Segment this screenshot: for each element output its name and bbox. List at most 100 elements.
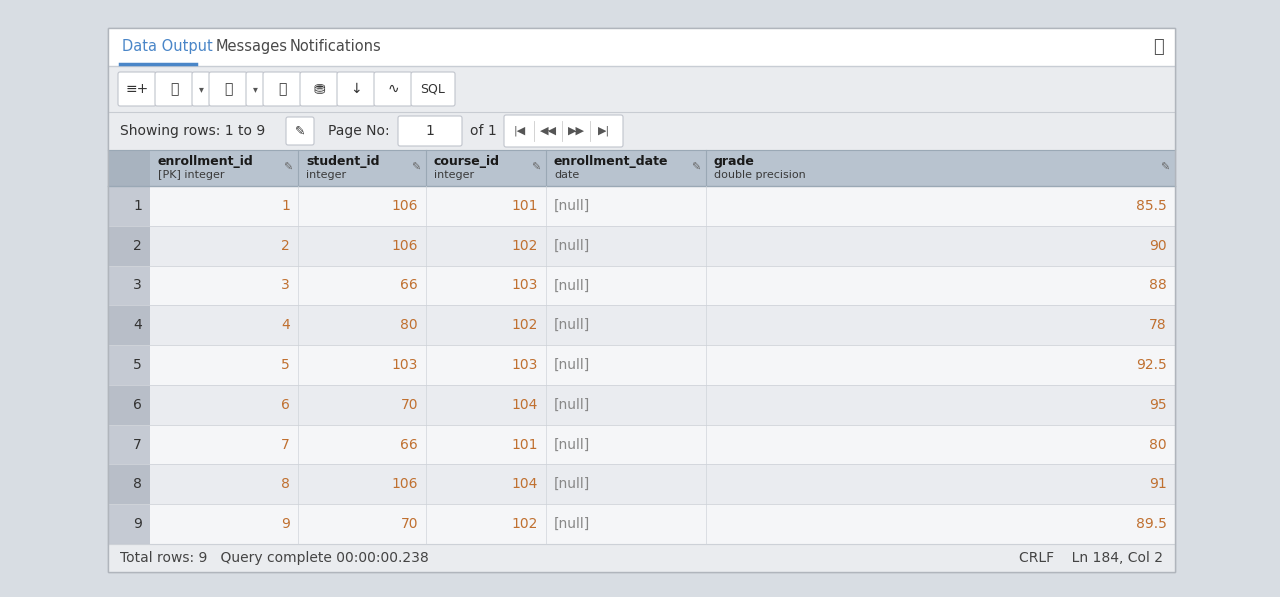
Text: ▾: ▾ <box>198 84 204 94</box>
Bar <box>108 226 150 266</box>
Text: 91: 91 <box>1149 478 1167 491</box>
Text: 92.5: 92.5 <box>1137 358 1167 372</box>
Text: ∿: ∿ <box>387 82 399 96</box>
Text: 85.5: 85.5 <box>1137 199 1167 213</box>
FancyBboxPatch shape <box>337 72 375 106</box>
Text: ⎘: ⎘ <box>170 82 178 96</box>
Text: Page No:: Page No: <box>328 124 389 138</box>
Text: 7: 7 <box>282 438 291 451</box>
FancyBboxPatch shape <box>411 72 454 106</box>
Text: 103: 103 <box>512 358 538 372</box>
Bar <box>108 464 150 504</box>
Text: 1: 1 <box>282 199 291 213</box>
FancyBboxPatch shape <box>155 72 193 106</box>
Bar <box>108 345 1175 385</box>
Text: 106: 106 <box>392 239 419 253</box>
Bar <box>108 150 150 186</box>
Text: 106: 106 <box>392 478 419 491</box>
Text: grade: grade <box>714 155 755 168</box>
Text: of 1: of 1 <box>470 124 497 138</box>
Text: ⤢: ⤢ <box>1153 38 1164 56</box>
Bar <box>108 28 1175 572</box>
Bar <box>108 464 1175 504</box>
Text: 102: 102 <box>512 318 538 332</box>
Text: 2: 2 <box>133 239 142 253</box>
Bar <box>108 226 1175 266</box>
Text: [null]: [null] <box>554 239 590 253</box>
FancyBboxPatch shape <box>398 116 462 146</box>
Text: 7: 7 <box>133 438 142 451</box>
Text: 102: 102 <box>512 517 538 531</box>
Text: 88: 88 <box>1149 278 1167 293</box>
Text: 1: 1 <box>133 199 142 213</box>
Text: 8: 8 <box>133 478 142 491</box>
Bar <box>108 385 150 424</box>
Text: ⛃: ⛃ <box>314 82 325 96</box>
Text: 104: 104 <box>512 398 538 412</box>
Text: ✎: ✎ <box>294 125 305 137</box>
Text: ◀◀: ◀◀ <box>539 126 557 136</box>
Text: 8: 8 <box>282 478 291 491</box>
FancyBboxPatch shape <box>504 115 623 147</box>
Text: ▾: ▾ <box>252 84 257 94</box>
Text: Messages: Messages <box>215 39 288 54</box>
Text: course_id: course_id <box>434 155 500 168</box>
Bar <box>108 266 150 305</box>
Text: 70: 70 <box>401 517 419 531</box>
Text: 95: 95 <box>1149 398 1167 412</box>
FancyBboxPatch shape <box>262 72 301 106</box>
Text: 9: 9 <box>133 517 142 531</box>
Text: 4: 4 <box>282 318 291 332</box>
Text: 1: 1 <box>425 124 434 138</box>
Text: [PK] integer: [PK] integer <box>157 170 224 180</box>
Text: ⬛: ⬛ <box>278 82 287 96</box>
Text: ⎗: ⎗ <box>224 82 232 96</box>
Text: 90: 90 <box>1149 239 1167 253</box>
Text: 66: 66 <box>401 278 419 293</box>
Text: 101: 101 <box>512 438 538 451</box>
Bar <box>108 28 1175 66</box>
Text: enrollment_id: enrollment_id <box>157 155 253 168</box>
Bar <box>108 66 1175 112</box>
Text: 104: 104 <box>512 478 538 491</box>
FancyBboxPatch shape <box>209 72 247 106</box>
Text: 3: 3 <box>133 278 142 293</box>
Text: [null]: [null] <box>554 318 590 332</box>
Text: [null]: [null] <box>554 478 590 491</box>
Text: [null]: [null] <box>554 358 590 372</box>
Text: 2: 2 <box>282 239 291 253</box>
Text: 5: 5 <box>282 358 291 372</box>
Text: [null]: [null] <box>554 517 590 531</box>
Bar <box>108 504 1175 544</box>
Text: double precision: double precision <box>714 170 805 180</box>
Bar <box>108 504 150 544</box>
Text: 103: 103 <box>512 278 538 293</box>
FancyBboxPatch shape <box>374 72 412 106</box>
FancyBboxPatch shape <box>285 117 314 145</box>
Bar <box>108 186 1175 226</box>
Text: ✎: ✎ <box>283 163 293 173</box>
Text: 78: 78 <box>1149 318 1167 332</box>
Text: CRLF    Ln 184, Col 2: CRLF Ln 184, Col 2 <box>1019 551 1164 565</box>
Bar <box>108 150 1175 186</box>
Text: 89.5: 89.5 <box>1137 517 1167 531</box>
Bar <box>108 266 1175 305</box>
Text: SQL: SQL <box>421 82 445 96</box>
Text: 70: 70 <box>401 398 419 412</box>
Text: 80: 80 <box>401 318 419 332</box>
Bar <box>108 112 1175 150</box>
Bar <box>108 305 150 345</box>
Text: integer: integer <box>306 170 346 180</box>
Text: ✎: ✎ <box>1160 163 1170 173</box>
Text: [null]: [null] <box>554 278 590 293</box>
Text: 5: 5 <box>133 358 142 372</box>
Text: ▶▶: ▶▶ <box>567 126 585 136</box>
Bar <box>108 345 150 385</box>
Text: date: date <box>554 170 580 180</box>
Text: 6: 6 <box>133 398 142 412</box>
Text: 66: 66 <box>401 438 419 451</box>
Bar <box>108 424 1175 464</box>
FancyBboxPatch shape <box>192 72 210 106</box>
Text: Total rows: 9   Query complete 00:00:00.238: Total rows: 9 Query complete 00:00:00.23… <box>120 551 429 565</box>
Bar <box>108 544 1175 572</box>
